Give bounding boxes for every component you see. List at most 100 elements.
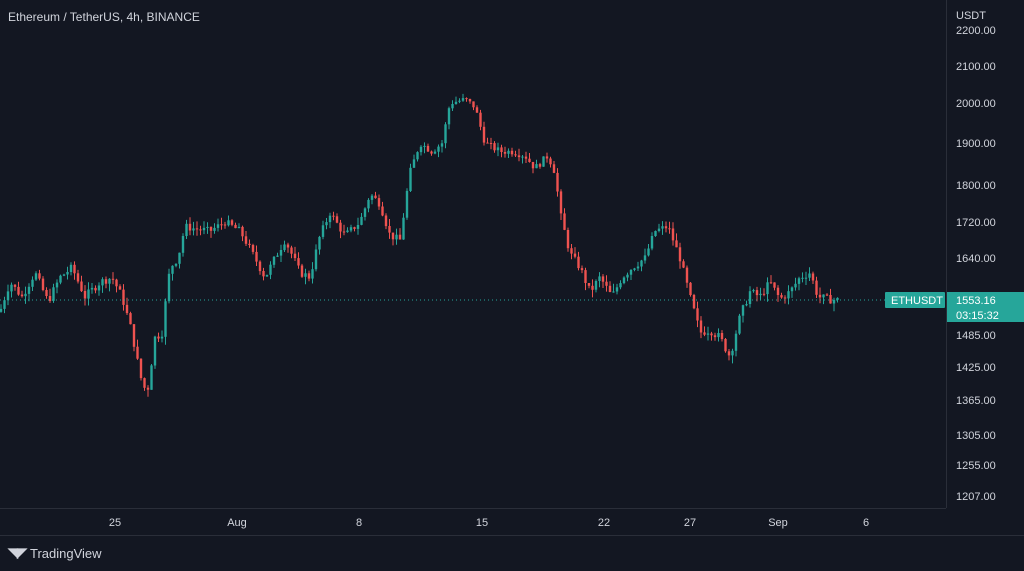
candle-body [314, 249, 318, 270]
candle-body [542, 156, 545, 167]
candle-body [325, 222, 328, 226]
candle-body [349, 227, 353, 231]
symbol-badge-label: ETHUSDT [891, 295, 943, 307]
y-tick-label: 1425.00 [956, 362, 996, 374]
candle-body [87, 289, 90, 299]
candle-body [335, 216, 339, 223]
candle-body [52, 287, 55, 301]
x-tick-label: 27 [684, 517, 696, 529]
candle-body [598, 276, 601, 281]
candle-body [640, 260, 643, 267]
candle-body [472, 101, 475, 108]
candle-body [678, 247, 682, 262]
candle-body [629, 269, 633, 275]
candle-body [790, 287, 794, 292]
candle-body [451, 104, 454, 109]
candle-body [769, 282, 773, 284]
candle-body [31, 279, 34, 287]
candle-body [300, 265, 304, 277]
tradingview-brand[interactable]: ◥◤ TradingView [8, 545, 102, 561]
time-axis[interactable]: 25 Aug 8 15 22 27 Sep 6 [0, 509, 946, 535]
candle-body [748, 291, 752, 304]
y-tick-label: 1365.00 [956, 395, 996, 407]
candle-body [528, 158, 531, 162]
candle-body [234, 224, 237, 229]
candle-body [409, 167, 412, 191]
candle-body [594, 281, 598, 290]
last-price-badge: 1553.16 03:15:32 [946, 292, 1024, 322]
candle-body [384, 215, 388, 227]
candle-body [440, 143, 444, 147]
candle-body [66, 272, 69, 275]
candle-body [237, 226, 241, 229]
candle-body [202, 227, 206, 231]
candle-body [633, 268, 636, 270]
candle-body [475, 107, 479, 113]
candle-body [573, 253, 577, 257]
candle-body [206, 226, 209, 228]
candle-body [447, 108, 451, 125]
candle-body [566, 230, 570, 249]
candle-body [76, 273, 80, 282]
candle-body [822, 294, 825, 298]
symbol-title[interactable]: Ethereum / TetherUS, 4h, BINANCE [8, 10, 200, 24]
candle-body [776, 287, 780, 295]
y-tick-labels: 1207.00 1255.00 1305.00 1365.00 1425.00 1485.… [956, 25, 996, 503]
y-tick-label: 2000.00 [956, 98, 996, 110]
candle-body [405, 190, 409, 218]
candle-body [738, 315, 741, 334]
candle-body [181, 236, 185, 253]
candle-body [342, 231, 346, 233]
candle-body [132, 324, 136, 347]
candle-body [272, 256, 276, 265]
candle-body [3, 300, 6, 309]
y-tick-label: 2100.00 [956, 61, 996, 73]
candle-body [195, 228, 199, 230]
candle-body [419, 146, 423, 153]
candle-body [45, 290, 48, 296]
candle-body [17, 286, 20, 295]
candle-body [696, 308, 699, 321]
price-axis-unit: USDT [956, 10, 986, 22]
candle-body [643, 255, 647, 261]
candle-body [755, 290, 759, 296]
candle-body [297, 258, 300, 266]
candle-body [6, 291, 10, 301]
candlestick-chart[interactable] [0, 0, 946, 508]
candle-body [412, 159, 416, 168]
candle-body [34, 273, 38, 280]
y-tick-label: 1900.00 [956, 138, 996, 150]
candle-body [745, 304, 748, 306]
candle-body [97, 285, 101, 291]
candle-body [265, 274, 269, 277]
candle-body [38, 273, 41, 279]
x-tick-label: 8 [356, 517, 362, 529]
candle-body [125, 304, 129, 314]
y-tick-label: 1640.00 [956, 253, 996, 265]
y-tick-label: 1720.00 [956, 217, 996, 229]
candle-body [734, 333, 738, 351]
candle-body [531, 162, 535, 169]
candle-body [395, 234, 398, 240]
candle-body [468, 99, 472, 102]
tradingview-logo-icon: ◥◤ [8, 545, 27, 560]
candle-body [741, 305, 745, 316]
candle-body [402, 217, 405, 240]
candle-body [160, 336, 164, 339]
candle-body [0, 308, 3, 312]
candle-body [731, 350, 734, 356]
candle-body [216, 224, 220, 228]
candle-body [773, 282, 776, 288]
candle-body [255, 251, 258, 262]
price-axis[interactable]: USDT 1207.00 1255.00 1305.00 1365.00 1425.00… [946, 0, 1024, 508]
candle-body [482, 126, 486, 143]
candle-body [661, 226, 664, 229]
candle-body [391, 232, 395, 240]
candle-body [62, 274, 66, 276]
candle-body [605, 281, 608, 286]
y-tick-label: 1800.00 [956, 180, 996, 192]
candle-body [685, 267, 689, 283]
candle-body [356, 225, 360, 229]
candle-body [118, 286, 122, 290]
candle-body [797, 278, 801, 284]
